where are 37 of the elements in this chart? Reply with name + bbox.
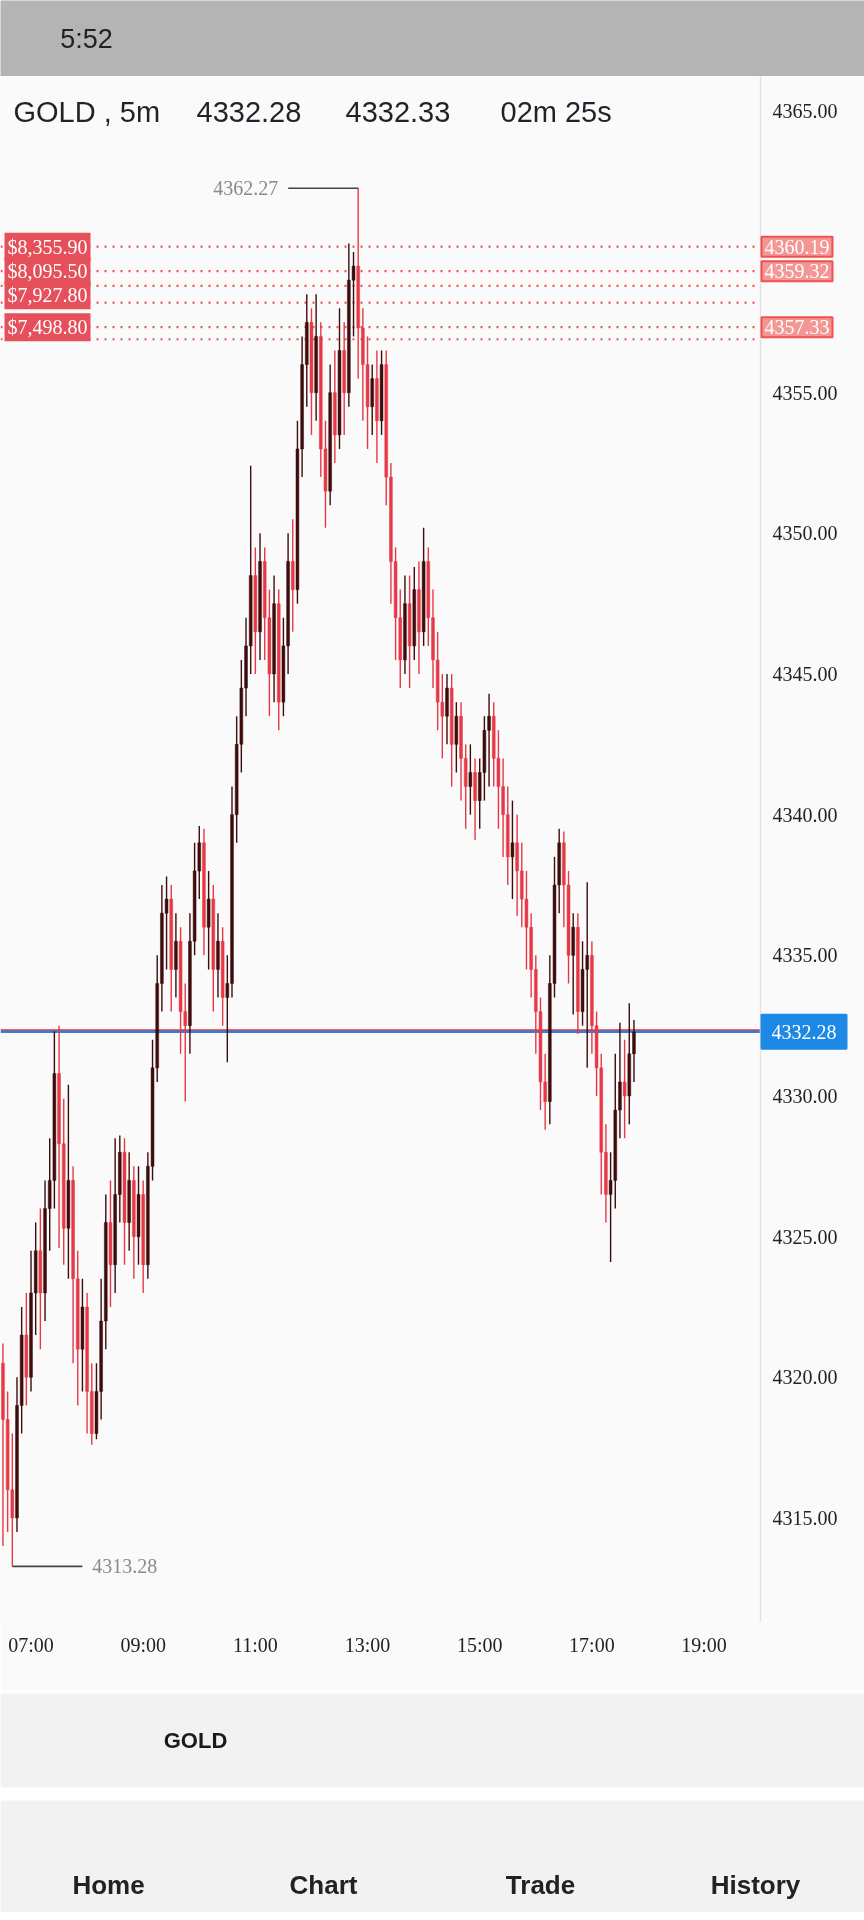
annotation: 4332.33 bbox=[345, 95, 451, 128]
annotation: 4362.27 bbox=[213, 177, 279, 200]
y-tick-label: 4315.00 bbox=[772, 1506, 838, 1529]
y-tick-label: 4350.00 bbox=[772, 522, 838, 545]
x-tick-label: 17:00 bbox=[569, 1633, 615, 1656]
y-tick-label: 4340.00 bbox=[772, 803, 838, 826]
y-tick-label: 4320.00 bbox=[772, 1366, 838, 1389]
x-tick-label: 11:00 bbox=[232, 1633, 278, 1656]
annotation: $8,355.90 bbox=[7, 235, 88, 258]
annotation: 02m 25s bbox=[500, 95, 612, 128]
y-tick-label: 4345.00 bbox=[772, 663, 838, 686]
x-tick-label: 07:00 bbox=[8, 1633, 54, 1656]
y-tick-label: 4335.00 bbox=[772, 944, 838, 967]
text: 5:52 bbox=[60, 23, 113, 54]
y-tick-label: 4365.00 bbox=[772, 100, 838, 123]
y-tick-label: 4325.00 bbox=[772, 1225, 838, 1248]
x-tick-label: 13:00 bbox=[344, 1633, 391, 1656]
text: Trade bbox=[505, 1869, 576, 1900]
x-tick-label: 09:00 bbox=[120, 1633, 166, 1656]
text: GOLD bbox=[163, 1728, 228, 1753]
annotation: 4313.28 bbox=[92, 1555, 158, 1578]
annotation: 4332.28 bbox=[196, 95, 302, 128]
ref-line-label: 4360.19 bbox=[764, 235, 830, 258]
text: Chart bbox=[289, 1869, 358, 1900]
x-tick-label: 19:00 bbox=[681, 1633, 727, 1656]
y-tick-label: 4355.00 bbox=[772, 381, 838, 404]
y-tick-label: 4330.00 bbox=[772, 1085, 838, 1107]
annotation: $8,095.50 bbox=[7, 260, 88, 283]
ref-line-label: 4359.32 bbox=[764, 260, 830, 283]
ref-line-label: 4332.28 bbox=[771, 1020, 837, 1043]
ref-line-label: 4357.33 bbox=[764, 316, 830, 339]
x-tick-label: 15:00 bbox=[456, 1633, 503, 1656]
text: GOLD , 5m bbox=[13, 95, 161, 128]
text: History bbox=[710, 1869, 801, 1900]
text: Home bbox=[72, 1869, 145, 1900]
annotation: $7,927.80 bbox=[7, 284, 88, 307]
annotation: $7,498.80 bbox=[7, 316, 88, 339]
